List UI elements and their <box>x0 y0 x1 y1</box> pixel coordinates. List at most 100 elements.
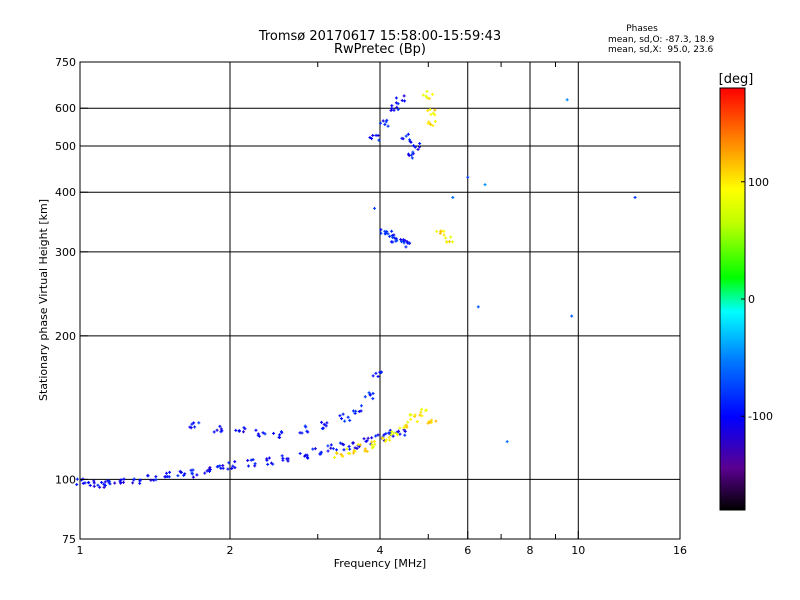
point-upper-branch-9-3 <box>368 393 372 397</box>
point-upper-branch-8-2 <box>359 409 363 413</box>
point-lower-trace-11-4 <box>221 463 225 467</box>
point-x-mode-lower-5-5 <box>396 433 400 437</box>
point-f-region-o-1-2 <box>383 122 387 126</box>
point-f-region-o-2-3 <box>390 104 394 108</box>
point-x-mode-lower-0-3 <box>333 455 337 459</box>
point-f-region-x-2-4 <box>429 122 433 126</box>
point-upper-branch-0-3 <box>192 421 196 425</box>
point-x-mode-lower-9-5 <box>429 418 433 422</box>
point-lower-trace-21-5 <box>366 436 370 440</box>
point-upper-branch-7-3 <box>348 418 352 422</box>
point-f-region-o-3-2 <box>394 101 398 105</box>
point-lower-trace-19-1 <box>348 447 352 451</box>
point-x-mode-lower-2-4 <box>363 449 367 453</box>
point-x-mode-lower-1-5 <box>346 451 350 455</box>
phases-x-stats: mean, sd,X: 95.0, 23.6 <box>608 45 714 55</box>
point-lower-trace-10-3 <box>207 467 211 471</box>
point-f-region-x-4-0 <box>444 236 448 240</box>
x-tick-label-6: 6 <box>464 544 471 557</box>
point-lower-trace-18-5 <box>329 446 333 450</box>
point-lower-trace-6-4 <box>152 478 156 482</box>
point-lower-trace-15-1 <box>280 454 284 458</box>
point-lower-trace-10-4 <box>208 466 212 470</box>
point-lower-trace-11-5 <box>216 465 220 469</box>
colorbar-label: [deg] <box>719 72 754 87</box>
point-f-region-mid-1-1 <box>390 229 394 233</box>
point-upper-branch-1-5 <box>219 427 223 431</box>
point-f-region-mid-4-1 <box>404 245 408 249</box>
point-f-region-o-1-3 <box>379 121 383 125</box>
point-f-region-mid-0-1 <box>383 232 387 236</box>
point-lower-trace-21-0 <box>362 437 366 441</box>
series-sparse <box>373 98 637 444</box>
colorbar <box>719 87 746 511</box>
point-x-mode-lower-0-5 <box>339 452 343 456</box>
point-lower-trace-7-5 <box>165 471 169 475</box>
point-f-region-o-2-2 <box>395 105 399 109</box>
series-x-mode-lower <box>333 407 438 459</box>
point-f-region-o-5-4 <box>407 154 411 158</box>
chart-subtitle: RwPretec (Bp) <box>334 42 426 57</box>
point-upper-branch-8-0 <box>359 404 363 408</box>
point-f-region-o-5-5 <box>411 150 415 154</box>
point-lower-trace-22-4 <box>376 433 380 437</box>
series-f-region-mid <box>379 228 412 249</box>
point-f-region-mid-3-2 <box>395 239 399 243</box>
point-upper-branch-9-1 <box>371 397 375 401</box>
point-upper-branch-9-5 <box>371 391 375 395</box>
point-f-region-x-0-4 <box>427 97 431 101</box>
point-f-region-x-3-4 <box>439 229 443 233</box>
point-upper-branch-1-1 <box>215 428 219 432</box>
point-lower-trace-24-2 <box>403 433 407 437</box>
data-points <box>75 89 637 489</box>
point-f-region-mid-3-1 <box>401 238 405 242</box>
point-x-mode-lower-8-2 <box>418 413 422 417</box>
point-x-mode-lower-1-4 <box>351 451 355 455</box>
point-lower-trace-20-2 <box>351 441 355 445</box>
point-upper-branch-7-2 <box>338 414 342 418</box>
point-f-region-mid-0-4 <box>385 230 389 234</box>
point-sparse-7-0 <box>570 314 574 318</box>
point-f-region-o-6-5 <box>418 142 422 146</box>
point-lower-trace-2-1 <box>96 483 100 487</box>
point-upper-branch-9-4 <box>363 395 367 399</box>
point-lower-trace-14-0 <box>266 462 270 466</box>
point-sparse-6-0 <box>565 98 569 102</box>
point-upper-branch-1-2 <box>218 424 222 428</box>
point-lower-trace-3-2 <box>106 479 110 483</box>
point-lower-trace-1-1 <box>88 483 92 487</box>
point-lower-trace-7-2 <box>168 470 172 474</box>
point-lower-trace-0-5 <box>75 477 79 481</box>
point-lower-trace-18-0 <box>335 448 339 452</box>
point-x-mode-lower-3-3 <box>373 442 377 446</box>
point-x-mode-lower-7-2 <box>413 414 417 418</box>
point-lower-trace-12-5 <box>231 464 235 468</box>
point-lower-trace-17-3 <box>311 447 315 451</box>
point-f-region-o-0-2 <box>376 133 380 137</box>
colorbar-tick-label--100: -100 <box>748 410 773 423</box>
point-upper-branch-2-3 <box>241 430 245 434</box>
point-lower-trace-23-2 <box>391 434 395 438</box>
point-f-region-o-3-4 <box>403 99 407 103</box>
point-f-region-o-0-4 <box>377 138 381 142</box>
point-f-region-x-0-5 <box>424 94 428 98</box>
point-lower-trace-15-5 <box>281 456 285 460</box>
point-lower-trace-20-5 <box>357 445 361 449</box>
point-lower-trace-11-2 <box>218 464 222 468</box>
point-lower-trace-8-5 <box>179 470 183 474</box>
point-x-mode-lower-7-3 <box>408 413 412 417</box>
point-lower-trace-13-5 <box>253 464 257 468</box>
point-lower-trace-14-5 <box>267 456 271 460</box>
point-lower-trace-4-3 <box>122 477 126 481</box>
point-lower-trace-19-4 <box>342 448 346 452</box>
point-f-region-o-4-5 <box>400 136 404 140</box>
point-upper-branch-0-4 <box>190 422 194 426</box>
point-upper-branch-4-1 <box>272 431 276 435</box>
point-upper-branch-6-0 <box>320 420 324 424</box>
point-lower-trace-21-3 <box>370 436 374 440</box>
point-lower-trace-21-4 <box>365 439 369 443</box>
point-upper-branch-2-2 <box>237 429 241 433</box>
point-lower-trace-5-1 <box>138 481 142 485</box>
point-upper-branch-4-4 <box>278 436 282 440</box>
point-f-region-o-2-0 <box>389 108 393 112</box>
